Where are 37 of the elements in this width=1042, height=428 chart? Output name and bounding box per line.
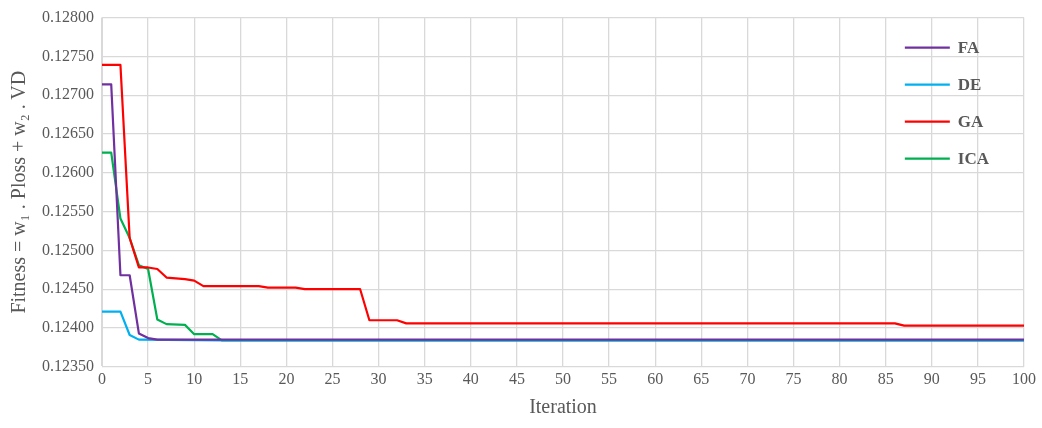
x-tick-label: 5 [144, 369, 153, 387]
x-tick-label: 20 [278, 369, 295, 387]
x-tick-label: 10 [186, 369, 203, 387]
x-tick-label: 25 [324, 369, 341, 387]
x-tick-label: 65 [693, 369, 710, 387]
x-tick-label: 55 [601, 369, 618, 387]
x-tick-label: 50 [555, 369, 571, 387]
x-tick-label: 100 [1012, 369, 1036, 387]
x-tick-label: 40 [462, 369, 479, 387]
x-tick-label: 35 [416, 369, 433, 387]
x-tick-label: 95 [969, 369, 986, 387]
y-axis-title: Fitness = w₁ . Ploss + w₂ . VD [7, 70, 30, 314]
x-tick-label: 15 [232, 369, 249, 387]
y-tick-label: 0.12400 [42, 318, 94, 336]
x-tick-label: 60 [647, 369, 664, 387]
legend-label: GA [957, 111, 985, 131]
x-tick-label: 85 [877, 369, 894, 387]
y-tick-label: 0.12550 [42, 201, 94, 219]
y-tick-label: 0.12700 [42, 85, 94, 103]
legend-label: FA [957, 37, 980, 57]
x-tick-label: 90 [923, 369, 940, 387]
y-tick-label: 0.12750 [42, 46, 94, 64]
x-tick-label: 30 [370, 369, 387, 387]
legend-label: DE [957, 74, 982, 94]
y-tick-label: 0.12800 [42, 7, 94, 25]
x-tick-label: 70 [739, 369, 756, 387]
x-tick-label: 45 [508, 369, 525, 387]
y-tick-label: 0.12600 [42, 163, 94, 180]
x-tick-label: 80 [831, 369, 848, 387]
y-tick-label: 0.12350 [42, 357, 94, 374]
x-axis-title: Iteration [529, 395, 597, 418]
y-tick-label: 0.12650 [42, 124, 94, 142]
x-tick-label: 75 [785, 369, 802, 387]
y-tick-label: 0.12450 [42, 279, 94, 297]
legend-label: ICA [957, 148, 990, 168]
x-tick-label: 0 [98, 369, 106, 387]
y-tick-label: 0.12500 [42, 240, 94, 258]
